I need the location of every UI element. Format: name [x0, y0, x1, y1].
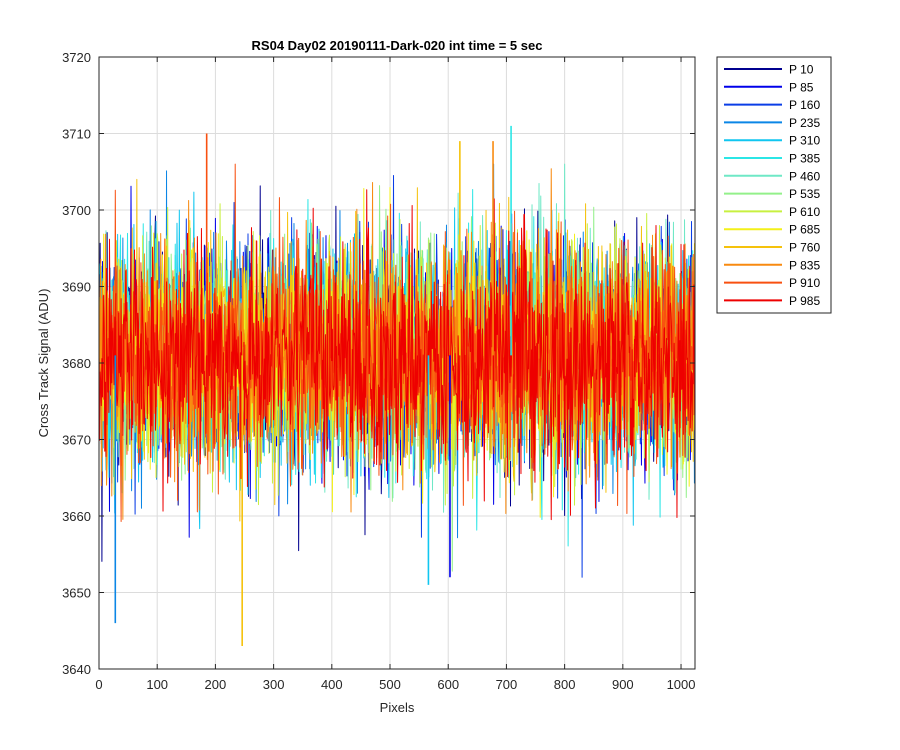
y-tick-label: 3650 [62, 586, 91, 601]
series-line-p-985 [99, 189, 695, 521]
y-tick-label: 3670 [62, 433, 91, 448]
y-axis-label: Cross Track Signal (ADU) [36, 289, 51, 438]
legend-entry-label: P 910 [789, 276, 820, 290]
x-tick-label: 700 [496, 677, 518, 692]
legend-entry-label: P 610 [789, 205, 820, 219]
x-tick-label: 200 [205, 677, 227, 692]
legend-entry-label: P 385 [789, 152, 820, 166]
y-tick-label: 3680 [62, 356, 91, 371]
x-tick-label: 1000 [667, 677, 696, 692]
x-tick-label: 100 [146, 677, 168, 692]
legend-entry-label: P 460 [789, 169, 820, 183]
y-axis-ticks: 3640 3650 3660 3670 3680 3690 3700 3710 3720 [62, 50, 695, 677]
x-tick-label: 0 [95, 677, 102, 692]
x-axis-label: Pixels [380, 700, 415, 715]
legend-entry-label: P 310 [789, 134, 820, 148]
legend-entry-label: P 535 [789, 187, 820, 201]
x-tick-label: 800 [554, 677, 576, 692]
x-tick-label: 500 [379, 677, 401, 692]
x-tick-label: 300 [263, 677, 285, 692]
y-tick-label: 3690 [62, 280, 91, 295]
legend-entry-label: P 235 [789, 116, 820, 130]
legend-entry-label: P 160 [789, 98, 820, 112]
x-tick-label: 400 [321, 677, 343, 692]
legend-box [716, 56, 832, 314]
y-tick-label: 3710 [62, 127, 91, 142]
spike-layer [114, 125, 512, 647]
legend-entry-label: P 685 [789, 223, 820, 237]
legend-entry-label: P 85 [789, 80, 814, 94]
y-tick-label: 3700 [62, 203, 91, 218]
legend-entry-label: P 835 [789, 258, 820, 272]
y-tick-label: 3660 [62, 509, 91, 524]
legend-entry-label: P 760 [789, 241, 820, 255]
chart-title: RS04 Day02 20190111-Dark-020 int time = … [252, 38, 543, 53]
legend-entry-label: P 985 [789, 294, 820, 308]
x-axis-ticks: 0 100 200 300 400 500 600 700 800 900 1000 [95, 57, 695, 692]
y-tick-label: 3640 [62, 662, 91, 677]
legend-entry-label: P 10 [789, 63, 814, 77]
series-layer [99, 163, 695, 578]
y-tick-label: 3720 [62, 50, 91, 65]
x-tick-label: 900 [612, 677, 634, 692]
x-tick-label: 600 [437, 677, 459, 692]
legend: P 10 P 85 P 160 P 235 P 310 P 385 P 460 P 535 P … [716, 56, 832, 314]
